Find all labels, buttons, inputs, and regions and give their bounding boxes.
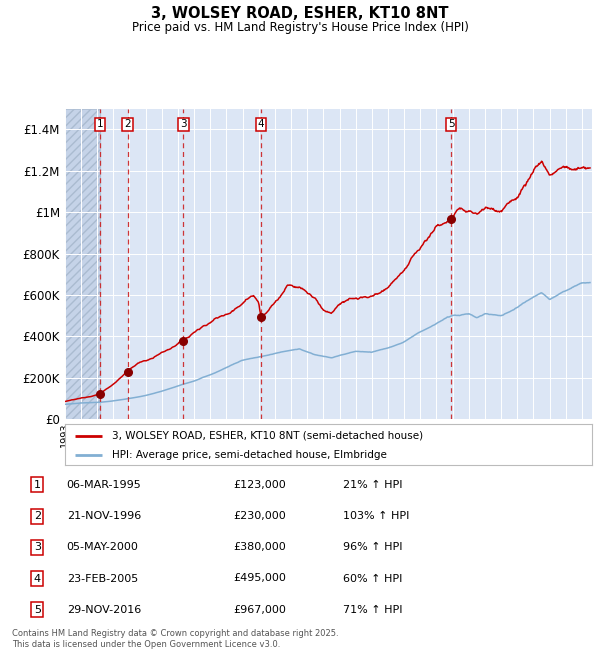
Text: £230,000: £230,000 (234, 511, 287, 521)
Bar (65, 109, 100, 419)
Text: 1: 1 (34, 480, 41, 490)
Text: 5: 5 (448, 120, 454, 129)
Text: 29-NOV-2016: 29-NOV-2016 (67, 604, 141, 615)
Text: 21% ↑ HPI: 21% ↑ HPI (343, 480, 403, 490)
Text: 3: 3 (180, 120, 187, 129)
Text: 4: 4 (257, 120, 264, 129)
Text: 71% ↑ HPI: 71% ↑ HPI (343, 604, 403, 615)
Text: HPI: Average price, semi-detached house, Elmbridge: HPI: Average price, semi-detached house,… (112, 450, 387, 460)
Text: 4: 4 (34, 573, 41, 584)
Text: Price paid vs. HM Land Registry's House Price Index (HPI): Price paid vs. HM Land Registry's House … (131, 21, 469, 34)
Bar (65, 109, 100, 419)
Text: £380,000: £380,000 (234, 542, 287, 552)
Text: 96% ↑ HPI: 96% ↑ HPI (343, 542, 403, 552)
Text: 3: 3 (34, 542, 41, 552)
Text: £495,000: £495,000 (234, 573, 287, 584)
Text: 60% ↑ HPI: 60% ↑ HPI (343, 573, 403, 584)
Text: 2: 2 (34, 511, 41, 521)
Text: 2: 2 (124, 120, 131, 129)
Text: 21-NOV-1996: 21-NOV-1996 (67, 511, 141, 521)
Text: Contains HM Land Registry data © Crown copyright and database right 2025.
This d: Contains HM Land Registry data © Crown c… (12, 629, 338, 649)
Text: 05-MAY-2000: 05-MAY-2000 (67, 542, 139, 552)
Text: £123,000: £123,000 (234, 480, 287, 490)
Text: 23-FEB-2005: 23-FEB-2005 (67, 573, 138, 584)
Text: 1: 1 (97, 120, 103, 129)
Text: £967,000: £967,000 (234, 604, 287, 615)
Text: 103% ↑ HPI: 103% ↑ HPI (343, 511, 410, 521)
Text: 3, WOLSEY ROAD, ESHER, KT10 8NT (semi-detached house): 3, WOLSEY ROAD, ESHER, KT10 8NT (semi-de… (112, 431, 424, 441)
Text: 06-MAR-1995: 06-MAR-1995 (67, 480, 142, 490)
Text: 3, WOLSEY ROAD, ESHER, KT10 8NT: 3, WOLSEY ROAD, ESHER, KT10 8NT (151, 6, 449, 21)
Text: 5: 5 (34, 604, 41, 615)
